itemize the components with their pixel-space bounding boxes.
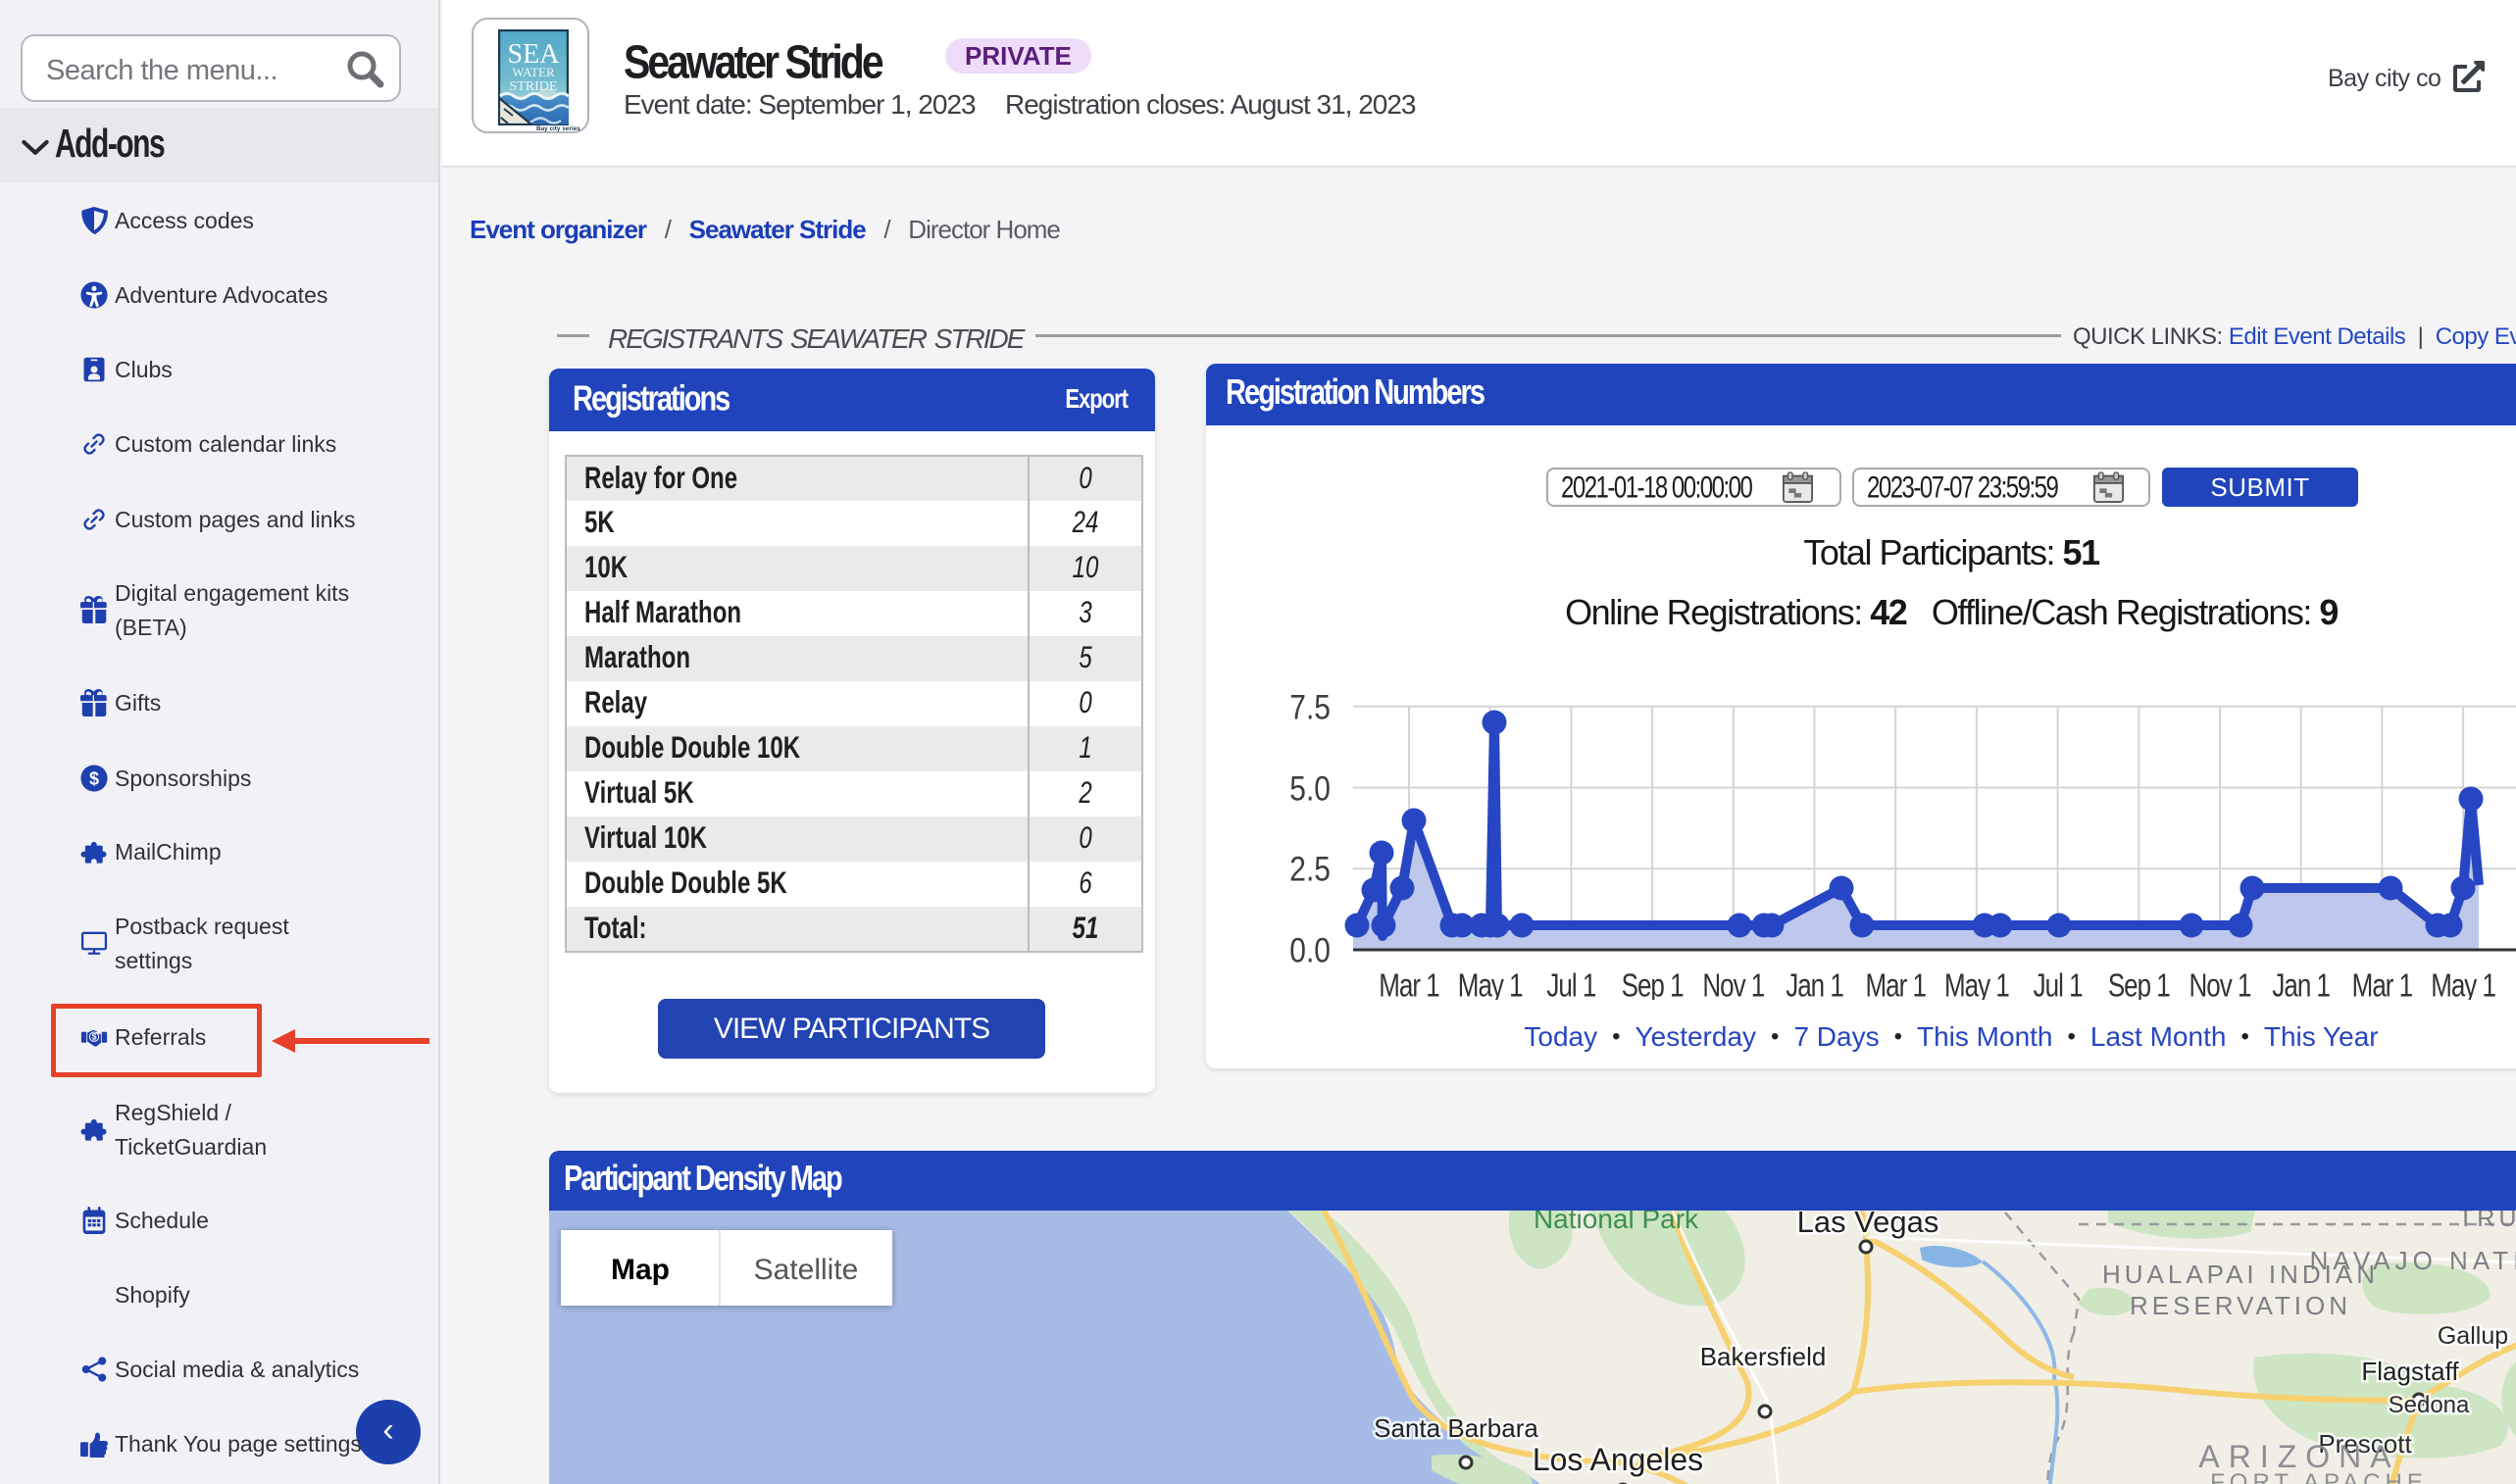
svg-text:SEA: SEA: [508, 39, 561, 70]
svg-text:Jul 1: Jul 1: [1546, 967, 1595, 1000]
svg-text:Sep 1: Sep 1: [1622, 967, 1684, 1000]
svg-text:Las Vegas: Las Vegas: [1797, 1211, 1939, 1239]
svg-text:HUALAPAI INDIAN: HUALAPAI INDIAN: [2102, 1260, 2379, 1289]
svg-text:Flagstaff: Flagstaff: [2361, 1357, 2459, 1386]
svg-text:$: $: [89, 768, 99, 788]
svg-text:Santa Barbara: Santa Barbara: [1374, 1413, 1538, 1443]
svg-text:FORT APACHE: FORT APACHE: [2210, 1469, 2428, 1484]
svg-text:ARIZONA: ARIZONA: [2198, 1439, 2399, 1474]
svg-text:National Park: National Park: [1534, 1211, 1699, 1234]
svg-text:Gallup: Gallup: [2438, 1322, 2508, 1350]
svg-text:Nov 1: Nov 1: [2189, 967, 2251, 1000]
svg-text:Jan 1: Jan 1: [2272, 967, 2330, 1000]
svg-text:Map: Map: [611, 1254, 670, 1286]
svg-text:Sep 1: Sep 1: [2108, 967, 2170, 1000]
svg-text:Prescott: Prescott: [2318, 1429, 2412, 1459]
svg-text:2.5: 2.5: [1289, 849, 1331, 888]
svg-text:May 1: May 1: [1944, 967, 2009, 1000]
svg-text:Satellite: Satellite: [754, 1254, 859, 1286]
svg-text:Mar 1: Mar 1: [2352, 967, 2413, 1000]
svg-text:7.5: 7.5: [1289, 687, 1331, 726]
svg-text:0.0: 0.0: [1289, 930, 1331, 969]
svg-text:Mar 1: Mar 1: [1379, 967, 1439, 1000]
svg-text:Sedona: Sedona: [2389, 1392, 2470, 1418]
svg-text:5.0: 5.0: [1289, 768, 1331, 808]
svg-text:Los Angeles: Los Angeles: [1533, 1442, 1703, 1477]
svg-text:NAVAJO NATION: NAVAJO NATION: [2310, 1246, 2516, 1275]
svg-text:TRUST LA: TRUST LA: [2458, 1211, 2516, 1232]
svg-text:Jan 1: Jan 1: [1786, 967, 1843, 1000]
svg-text:May 1: May 1: [2431, 967, 2495, 1000]
svg-text:Bakersfield: Bakersfield: [1700, 1342, 1827, 1371]
svg-text:RESERVATION: RESERVATION: [2130, 1291, 2351, 1320]
svg-text:WATER: WATER: [512, 65, 555, 79]
svg-text:Jul 1: Jul 1: [2034, 967, 2083, 1000]
svg-text:Mar 1: Mar 1: [1865, 967, 1926, 1000]
svg-text:Nov 1: Nov 1: [1702, 967, 1764, 1000]
svg-text:May 1: May 1: [1458, 967, 1523, 1000]
svg-text:$: $: [92, 1032, 97, 1042]
svg-text:STRIDE: STRIDE: [510, 79, 558, 94]
